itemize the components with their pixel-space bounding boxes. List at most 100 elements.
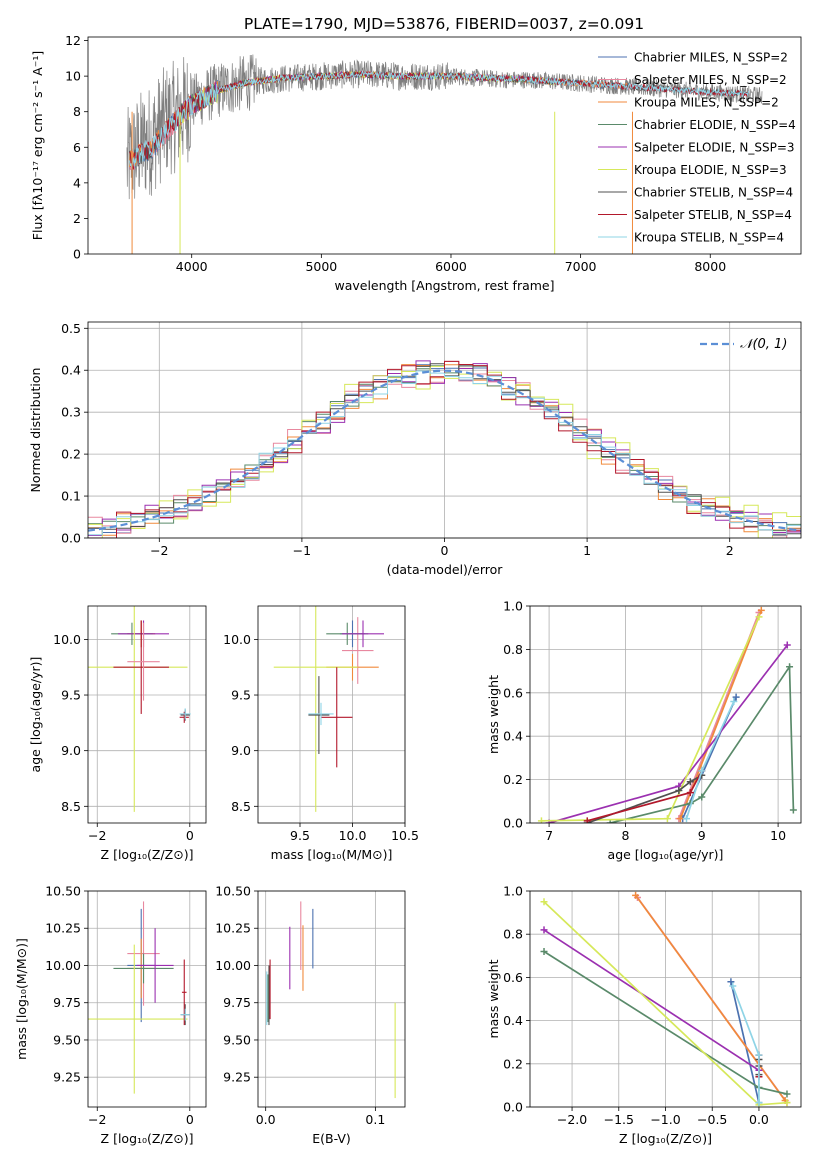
axes-frame <box>87 36 802 255</box>
y-tick-label: 0.0 <box>61 531 81 546</box>
y-tick-label: 6 <box>73 140 81 155</box>
x-axis-label: Z [log₁₀(Z/Z⊙)] <box>101 847 194 862</box>
y-tick-label: 0.0 <box>503 1100 523 1115</box>
point-marker <box>675 786 683 794</box>
plot-area-mass-vs-ebv <box>266 901 396 1099</box>
x-tick-label: −1.5 <box>604 1112 634 1127</box>
x-tick-label: −2 <box>150 543 168 558</box>
y-tick-label: 8 <box>73 104 81 119</box>
y-tick-label: 9.0 <box>231 743 251 758</box>
legend-label: Kroupa ELODIE, N_SSP=3 <box>634 163 787 177</box>
y-tick-label: 2 <box>73 211 81 226</box>
point-marker <box>755 1051 763 1059</box>
x-tick-label: 8 <box>621 828 629 843</box>
axes-spectrum: 4000 5000 6000 7000 8000 0 2 4 6 8 10 12 wavelength … <box>30 33 802 293</box>
point-marker <box>730 697 738 705</box>
point-marker <box>789 806 797 814</box>
x-tick-label: 6000 <box>435 259 467 274</box>
axes-frame <box>257 605 406 824</box>
point-marker <box>786 663 794 671</box>
x-tick-label: 0 <box>186 828 194 843</box>
legend-label: Chabrier ELODIE, N_SSP=4 <box>634 118 796 132</box>
axes-residuals: −2 −1 0 1 2 0.0 0.1 0.2 0.3 0.4 0.5 (data-model)/er… <box>28 321 802 577</box>
legend-label: Salpeter MILES, N_SSP=2 <box>634 73 787 87</box>
y-tick-label: 0.2 <box>503 772 523 787</box>
y-tick-label: 10.50 <box>45 884 81 899</box>
gaussian-curve <box>88 369 801 532</box>
y-tick-label: 10.25 <box>215 921 251 936</box>
point-marker <box>540 947 548 955</box>
legend-spectrum: Chabrier MILES, N_SSP=2 Salpeter MILES, N… <box>598 51 796 245</box>
x-tick-label: 0 <box>186 1112 194 1127</box>
y-tick-label: 0.8 <box>503 642 523 657</box>
legend-label: Chabrier MILES, N_SSP=2 <box>634 51 788 65</box>
axes-age-vs-mass: 9.5 10.0 10.5 8.5 9.0 9.5 10.0 mass [log₁₀(M/M⊙… <box>223 605 419 862</box>
axes-massweight-vs-age: 7 8 9 10 0.0 0.2 0.4 0.6 0.8 1.0 age [log₁₀(age/yr… <box>486 599 802 862</box>
series-line-0 <box>730 981 760 1103</box>
x-tick-label: 0.1 <box>365 1112 385 1127</box>
y-axis-label: age [log₁₀(age/yr)] <box>28 657 43 773</box>
y-tick-label: 1.0 <box>503 599 523 614</box>
observed-spectrum <box>126 54 763 200</box>
x-tick-label: 10.0 <box>339 828 367 843</box>
legend-label: Salpeter STELIB, N_SSP=4 <box>634 208 792 222</box>
x-axis-label: Z [log₁₀(Z/Z⊙)] <box>619 1131 712 1146</box>
y-tick-label: 0.0 <box>503 816 523 831</box>
point-marker <box>783 1090 791 1098</box>
series-line-6 <box>587 774 703 823</box>
x-tick-label: 1 <box>583 543 591 558</box>
x-tick-label: 0.0 <box>256 1112 276 1127</box>
legend-label: Chabrier STELIB, N_SSP=4 <box>634 186 793 200</box>
x-tick-label: 0 <box>441 543 449 558</box>
y-axis-label: Normed distribution <box>28 368 43 493</box>
legend-label: Kroupa MILES, N_SSP=2 <box>634 96 779 110</box>
x-tick-label: 0.0 <box>749 1112 769 1127</box>
y-tick-label: 0.4 <box>61 363 81 378</box>
y-tick-label: 9.5 <box>231 688 251 703</box>
x-tick-label: 8000 <box>694 259 726 274</box>
y-tick-label: 9.75 <box>223 995 251 1010</box>
x-tick-label: 5000 <box>305 259 337 274</box>
histogram-8 <box>88 370 801 536</box>
x-axis-label: (data-model)/error <box>387 562 504 577</box>
x-axis-label: Z [log₁₀(Z/Z⊙)] <box>101 1131 194 1146</box>
plot-area-massweight-vs-age <box>537 606 797 823</box>
y-tick-label: 10.25 <box>45 921 81 936</box>
axes-frame <box>87 321 802 539</box>
point-marker <box>755 613 763 621</box>
y-tick-label: 0.8 <box>503 927 523 942</box>
point-marker <box>540 898 548 906</box>
point-marker <box>755 1099 763 1107</box>
point-marker <box>698 767 706 775</box>
y-tick-label: 9.75 <box>53 995 81 1010</box>
axes-frame <box>529 890 802 1108</box>
x-tick-label: 4000 <box>176 259 208 274</box>
point-marker <box>606 819 614 823</box>
y-axis-label: mass weight <box>486 959 501 1038</box>
x-tick-label: 10 <box>770 828 786 843</box>
plot-area-spectrum <box>126 54 763 254</box>
y-tick-label: 0.2 <box>503 1056 523 1071</box>
x-axis-label: wavelength [Angstrom, rest frame] <box>334 278 554 293</box>
y-tick-label: 0.2 <box>61 447 81 462</box>
x-tick-label: 7 <box>545 828 553 843</box>
model-spectrum-1 <box>129 70 633 171</box>
legend-residuals: 𝒩(0, 1) <box>700 337 787 352</box>
y-tick-label: 10.0 <box>53 632 81 647</box>
axes-age-vs-metallicity: −2 0 8.5 9.0 9.5 10.0 Z [log₁₀(Z/Z⊙)] age [log₁… <box>28 605 207 862</box>
x-tick-label: −2.0 <box>557 1112 587 1127</box>
y-tick-label: 9.50 <box>53 1032 81 1047</box>
model-spectrum-0 <box>129 70 633 170</box>
y-tick-label: 10.50 <box>215 884 251 899</box>
y-tick-label: 10.00 <box>45 958 81 973</box>
point-marker <box>727 978 735 986</box>
series-line-2 <box>634 894 786 1102</box>
x-tick-label: −0.5 <box>697 1112 727 1127</box>
legend-label: Salpeter ELODIE, N_SSP=3 <box>634 141 795 155</box>
y-tick-label: 9.25 <box>53 1070 81 1085</box>
y-tick-label: 0.5 <box>61 321 81 336</box>
y-axis-label: Flux [fλ10⁻¹⁷ erg cm⁻² s⁻¹ A⁻¹] <box>30 51 45 240</box>
model-spectrum-8 <box>129 70 750 169</box>
